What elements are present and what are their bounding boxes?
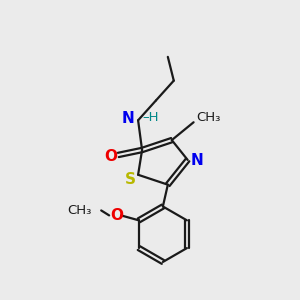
Text: N: N	[122, 111, 134, 126]
Text: CH₃: CH₃	[67, 204, 91, 217]
Text: S: S	[125, 172, 136, 187]
Text: O: O	[104, 149, 117, 164]
Text: –H: –H	[142, 111, 159, 124]
Text: CH₃: CH₃	[196, 111, 221, 124]
Text: N: N	[190, 153, 203, 168]
Text: O: O	[111, 208, 124, 223]
